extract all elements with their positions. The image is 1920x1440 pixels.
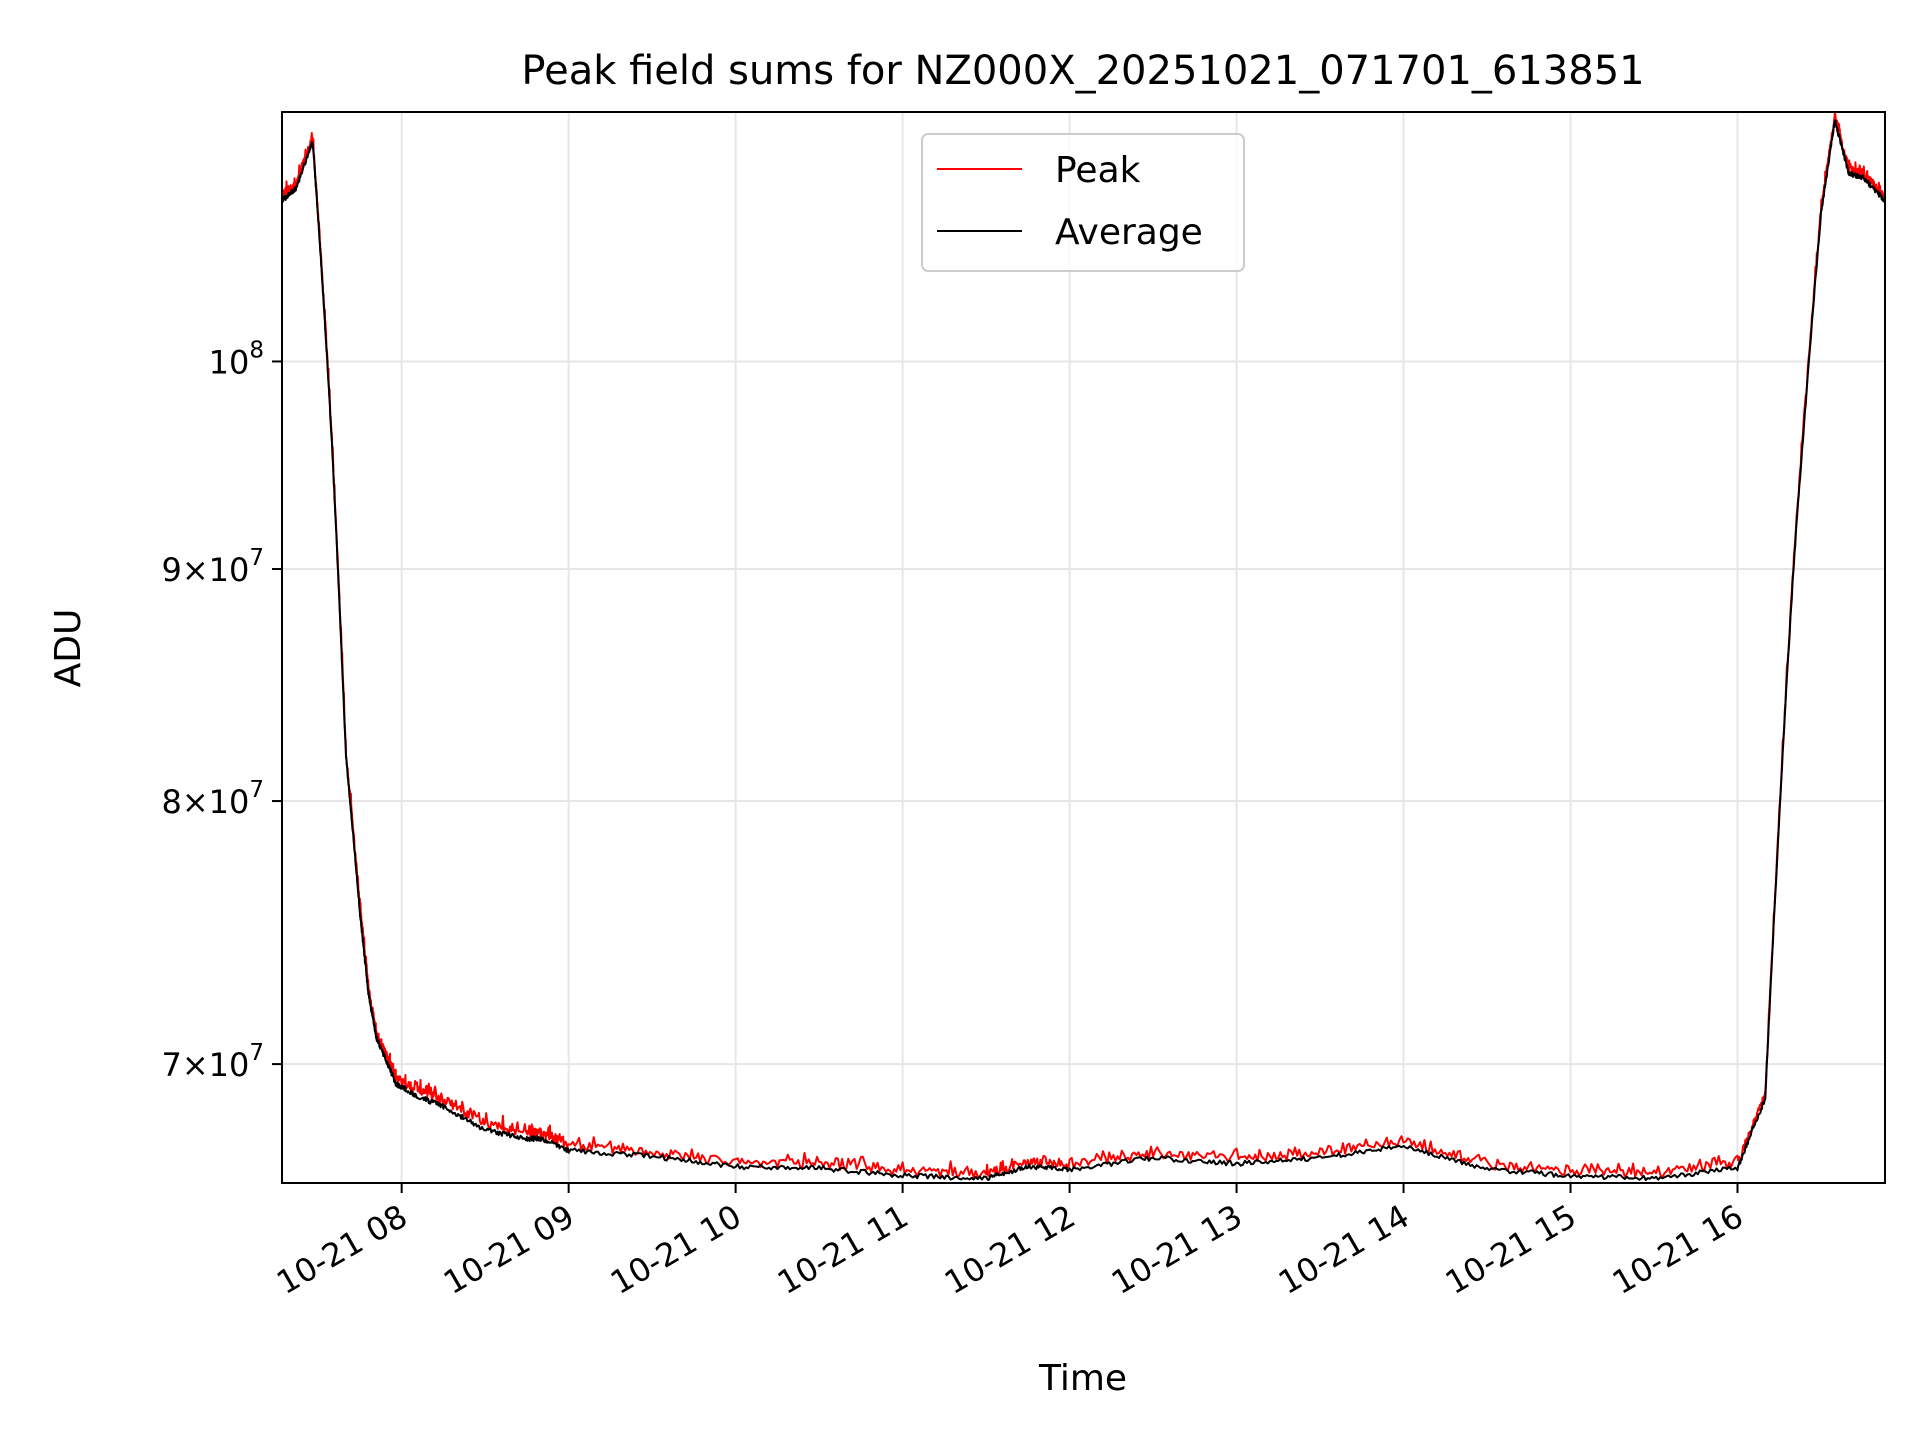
axes-frame	[281, 111, 1886, 1184]
y-tick-label: 108	[209, 337, 264, 381]
grid	[282, 112, 1885, 1183]
legend: Peak Average	[921, 133, 1245, 272]
plot-area	[281, 111, 1886, 1181]
chart-title: Peak field sums for NZ000X_20251021_0717…	[521, 48, 1644, 94]
y-tick-label: 7×107	[161, 1040, 264, 1084]
y-axis-label: ADU	[48, 609, 89, 688]
series-line-average	[281, 119, 1886, 1181]
y-tick-label: 9×107	[161, 545, 264, 589]
x-axis-label: Time	[1038, 1358, 1127, 1399]
y-tick-label: 8×107	[161, 777, 264, 821]
legend-peak-label: Peak	[1055, 150, 1141, 191]
series-line-peak	[281, 111, 1886, 1179]
y-axis: 7×107 8×107 9×107 108	[161, 337, 282, 1084]
legend-average-label: Average	[1055, 212, 1203, 253]
